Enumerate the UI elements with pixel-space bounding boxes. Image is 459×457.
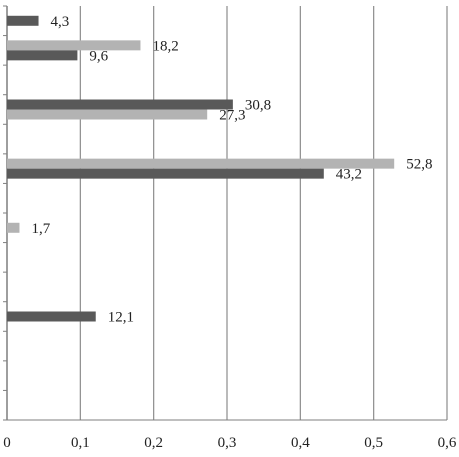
x-tick-label: 0,6	[438, 435, 457, 451]
x-tick-label: 0,3	[218, 435, 237, 451]
data-label: 18,2	[152, 38, 178, 54]
bar-dark	[7, 168, 324, 179]
bar-light	[7, 109, 208, 120]
bar-dark	[7, 99, 233, 110]
bar-dark	[7, 15, 39, 26]
x-tick-label: 0,5	[364, 435, 383, 451]
bar-dark	[7, 311, 96, 322]
bar-light	[7, 158, 395, 169]
data-label: 52,8	[406, 157, 432, 173]
data-label: 1,7	[31, 221, 50, 237]
bar-light	[7, 222, 20, 233]
bar-dark	[7, 50, 78, 61]
data-label: 30,8	[245, 98, 271, 114]
data-label: 9,6	[89, 48, 108, 64]
bar-light	[7, 40, 141, 51]
data-label: 12,1	[108, 310, 134, 326]
x-tick-label: 0,4	[291, 435, 310, 451]
gridlines	[79, 6, 448, 420]
bars: 4,3 18,2 9,6 30,827,3 52,8 43,2 1,7 12,1	[7, 14, 432, 326]
data-label: 43,2	[336, 167, 362, 183]
x-tick-label: 0,2	[144, 435, 163, 451]
data-label: 4,3	[51, 14, 70, 30]
x-tick-label: 0	[3, 435, 11, 451]
data-label: 27,3	[219, 108, 245, 124]
x-tick-label: 0,1	[71, 435, 90, 451]
x-tick-labels: 0 0,1 0,2 0,3 0,4 0,5 0,6	[3, 435, 457, 451]
y-axis	[3, 5, 447, 421]
